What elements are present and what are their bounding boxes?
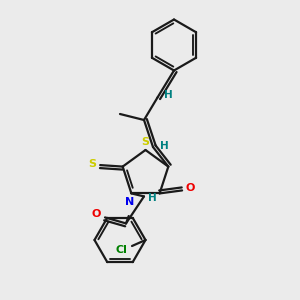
Text: O: O [186, 183, 195, 193]
Text: S: S [142, 136, 149, 147]
Text: Cl: Cl [116, 244, 128, 255]
Text: S: S [88, 159, 96, 169]
Text: N: N [125, 197, 134, 207]
Text: H: H [164, 89, 172, 100]
Text: O: O [91, 209, 101, 219]
Text: H: H [148, 193, 157, 203]
Text: H: H [160, 140, 169, 151]
